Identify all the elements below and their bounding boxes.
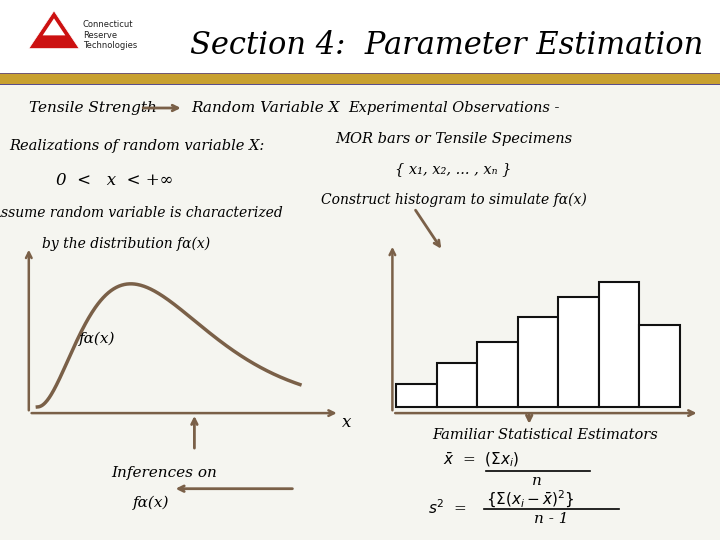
Text: $s^2$  =: $s^2$ =	[428, 498, 467, 517]
Bar	[598, 281, 639, 407]
Text: fα(x): fα(x)	[78, 332, 115, 347]
Text: by the distribution fα(x): by the distribution fα(x)	[42, 237, 210, 251]
Bar	[397, 384, 437, 407]
Text: x: x	[342, 414, 351, 431]
Text: Section 4:  Parameter Estimation: Section 4: Parameter Estimation	[190, 30, 703, 62]
Text: { x₁, x₂, ... , xₙ }: { x₁, x₂, ... , xₙ }	[395, 163, 512, 177]
Text: Assume random variable is characterized: Assume random variable is characterized	[0, 206, 283, 220]
Text: n: n	[531, 474, 541, 488]
Bar	[0, 84, 720, 540]
Text: Construct histogram to simulate fα(x): Construct histogram to simulate fα(x)	[320, 193, 587, 207]
Text: $\{\Sigma(x_i - \bar{x})^2\}$: $\{\Sigma(x_i - \bar{x})^2\}$	[486, 489, 575, 510]
Text: $\bar{x}$  =  $(\Sigma x_i)$: $\bar{x}$ = $(\Sigma x_i)$	[443, 451, 519, 469]
Text: Random Variable X: Random Variable X	[191, 101, 339, 115]
Text: Experimental Observations -: Experimental Observations -	[348, 101, 559, 115]
Text: 0  <   x  < +∞: 0 < x < +∞	[56, 172, 174, 190]
Bar	[0, 0, 720, 73]
Bar	[477, 342, 518, 407]
Text: Familiar Statistical Estimators: Familiar Statistical Estimators	[432, 428, 658, 442]
Polygon shape	[42, 18, 66, 36]
Bar	[437, 363, 477, 407]
Bar	[0, 74, 720, 84]
Text: Tensile Strength: Tensile Strength	[29, 101, 157, 115]
Text: n - 1: n - 1	[534, 512, 569, 526]
Bar	[639, 326, 680, 407]
Bar	[558, 296, 598, 407]
Text: Inferences on: Inferences on	[112, 465, 217, 480]
Text: Realizations of random variable X:: Realizations of random variable X:	[9, 139, 264, 153]
Text: Connecticut
Reserve
Technologies: Connecticut Reserve Technologies	[83, 20, 137, 50]
Text: fα(x): fα(x)	[133, 496, 170, 510]
Polygon shape	[29, 11, 79, 49]
Bar	[518, 316, 558, 407]
Text: MOR bars or Tensile Specimens: MOR bars or Tensile Specimens	[335, 132, 572, 146]
